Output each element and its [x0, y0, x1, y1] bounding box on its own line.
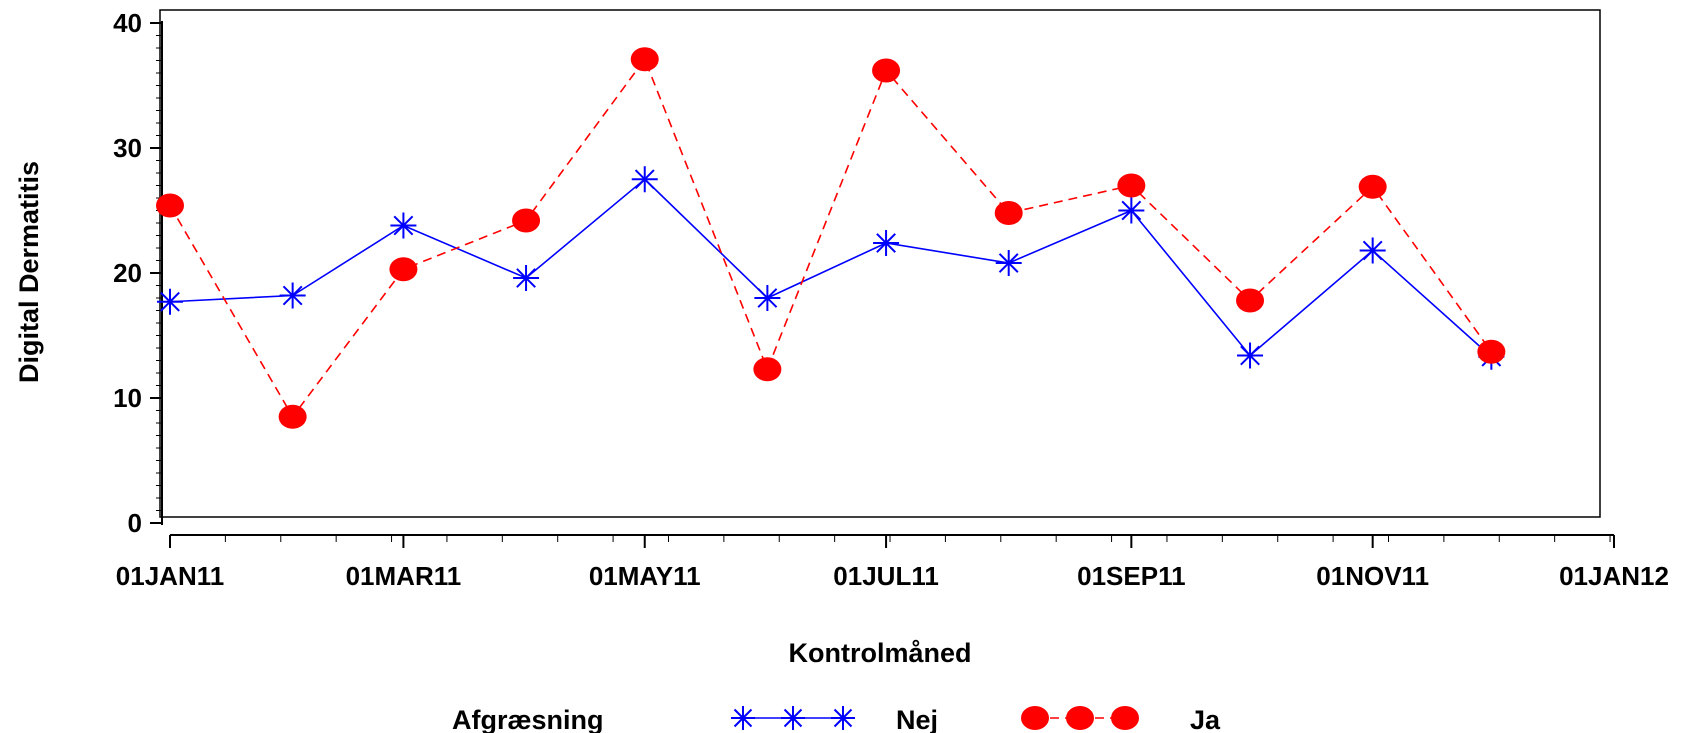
x-tick-label: 01JAN12	[1559, 561, 1669, 591]
y-tick-label: 10	[113, 383, 142, 413]
y-tick-label: 20	[113, 258, 142, 288]
series-ja	[156, 47, 1506, 429]
plot-frame	[159, 9, 1601, 518]
data-point-star	[995, 250, 1022, 276]
data-point-star	[157, 288, 183, 315]
x-tick-label: 01MAY11	[589, 561, 701, 591]
data-point-star	[390, 212, 417, 239]
data-point-dot	[753, 357, 782, 382]
data-point-star	[754, 285, 781, 311]
data-point-dot	[872, 58, 901, 83]
data-point-star	[1359, 237, 1386, 264]
y-tick-label: 0	[128, 508, 142, 538]
legend-title: Afgræsning	[452, 705, 604, 733]
data-point-star	[631, 166, 658, 193]
data-point-dot	[994, 201, 1023, 225]
data-point-dot	[1117, 173, 1146, 198]
legend-sample-ja	[1021, 706, 1139, 730]
legend-marker-star	[831, 706, 855, 730]
series-layer	[156, 47, 1506, 429]
data-point-star	[1237, 342, 1264, 369]
y-tick-label: 40	[113, 8, 142, 38]
series-line-ja	[169, 57, 1493, 419]
data-point-dot	[630, 47, 659, 72]
data-point-star	[513, 265, 540, 291]
series-line-nej	[169, 178, 1492, 358]
legend-sample-nej	[731, 706, 855, 730]
x-tick-label: 01JAN11	[116, 561, 224, 591]
x-tick-label: 01MAR11	[346, 561, 462, 591]
data-point-dot	[1236, 288, 1265, 313]
y-tick-label: 30	[113, 133, 142, 163]
legend-marker-dot	[1021, 706, 1049, 730]
data-point-star	[1118, 197, 1145, 224]
x-axis: 01JAN11 01MAR11 01MAY11 01JUL11 01SEP11 01NOV…	[116, 534, 1669, 591]
legend-marker-dot	[1066, 706, 1094, 730]
y-axis: 0 10 20 30 40	[113, 8, 163, 538]
legend-label-nej: Nej	[896, 705, 938, 733]
data-point-star	[279, 282, 306, 309]
legend-label-ja: Ja	[1190, 705, 1221, 733]
data-point-dot	[389, 257, 418, 282]
x-tick-label: 01SEP11	[1077, 561, 1185, 591]
data-point-dot	[278, 404, 307, 429]
series-nej	[157, 166, 1505, 370]
y-axis-title: Digital Dermatitis	[14, 161, 44, 383]
legend-marker-star	[731, 706, 755, 730]
data-point-dot	[156, 193, 184, 218]
data-point-dot	[512, 208, 541, 233]
x-tick-label: 01NOV11	[1316, 561, 1429, 591]
legend-marker-star	[781, 706, 805, 730]
data-point-dot	[1358, 174, 1387, 199]
data-point-dot	[1477, 339, 1506, 364]
legend-marker-dot	[1111, 706, 1139, 730]
data-point-star	[873, 230, 900, 256]
legend: Afgræsning Nej Ja	[452, 705, 1221, 733]
x-tick-label: 01JUL11	[833, 561, 939, 591]
x-axis-title: Kontrolmåned	[788, 638, 971, 668]
